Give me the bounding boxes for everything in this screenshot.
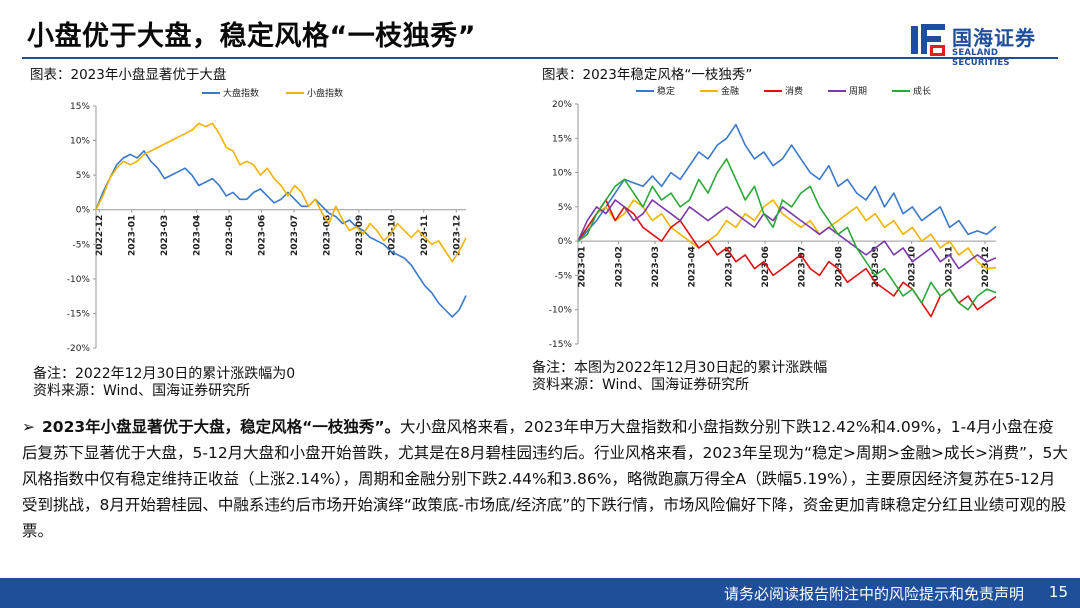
legend-label: 金融 xyxy=(721,85,739,97)
logo-cn-text: 国海证券 xyxy=(952,22,1036,51)
x-tick-label: 2023-01 xyxy=(578,246,588,287)
x-tick-label: 2023-12 xyxy=(452,215,462,256)
brand-logo: 国海证券 SEALAND SECURITIES xyxy=(908,20,1058,60)
legend-label: 小盘指数 xyxy=(307,87,343,99)
x-tick-label: 2023-10 xyxy=(908,246,918,287)
legend-label: 消费 xyxy=(785,85,803,97)
page-title: 小盘优于大盘，稳定风格“一枝独秀” xyxy=(27,14,476,53)
x-tick-label: 2023-07 xyxy=(290,215,300,256)
x-tick-label: 2023-05 xyxy=(225,215,235,256)
x-tick-label: 2023-01 xyxy=(128,215,138,256)
series-line-大盘指数 xyxy=(96,151,466,317)
x-tick-label: 2023-06 xyxy=(761,246,771,287)
x-tick-label: 2023-11 xyxy=(420,215,430,256)
x-tick-label: 2023-02 xyxy=(614,246,624,287)
y-tick-label: 15% xyxy=(552,134,572,144)
x-tick-label: 2023-09 xyxy=(871,246,881,287)
footer-disclaimer: 请务必阅读报告附注中的风险提示和免责声明 xyxy=(724,583,1024,604)
left-chart-note: 备注：2022年12月30日的累计涨跌幅为0 xyxy=(33,366,295,383)
right-chart-caption: 图表：2023年稳定风格“一枝独秀” xyxy=(542,63,752,83)
footer-bar: 请务必阅读报告附注中的风险提示和免责声明 15 xyxy=(0,578,1080,608)
y-tick-label: -10% xyxy=(67,275,91,285)
x-tick-label: 2022-12 xyxy=(95,215,105,256)
y-tick-label: -20% xyxy=(67,344,91,354)
summary-text: 大小盘风格来看，2023年申万大盘指数和小盘指数分别下跌12.42%和4.09%… xyxy=(22,418,1068,540)
y-tick-label: -15% xyxy=(67,309,91,319)
y-tick-label: 5% xyxy=(558,203,573,213)
x-tick-label: 2023-09 xyxy=(355,215,365,256)
series-line-成长 xyxy=(578,159,996,310)
y-tick-label: 10% xyxy=(552,169,572,179)
y-tick-label: -10% xyxy=(549,306,573,316)
x-tick-label: 2023-03 xyxy=(160,215,170,256)
x-tick-label: 2023-07 xyxy=(798,246,808,287)
y-tick-label: -5% xyxy=(554,271,572,281)
title-rule xyxy=(22,57,1058,59)
x-tick-label: 2023-03 xyxy=(651,246,661,287)
x-tick-label: 2023-06 xyxy=(258,215,268,256)
y-tick-label: 20% xyxy=(552,100,572,110)
series-line-小盘指数 xyxy=(96,123,466,261)
right-line-chart: 20% 15% 10% 5% 0% -5% -10% -15% 2023-01 2023-02 20… xyxy=(530,82,1050,352)
summary-lead: 2023年小盘显著优于大盘，稳定风格“一枝独秀”。 xyxy=(42,418,400,436)
y-tick-label: 0% xyxy=(558,237,573,247)
x-tick-label: 2023-04 xyxy=(688,246,698,287)
right-chart-source: 资料来源：Wind、国海证券研究所 xyxy=(532,377,749,394)
x-tick-label: 2023-12 xyxy=(981,246,991,287)
legend-label: 成长 xyxy=(913,85,931,97)
page-number: 15 xyxy=(1049,583,1068,601)
x-tick-label: 2023-11 xyxy=(944,246,954,287)
arrow-bullet-icon: ➢ xyxy=(22,414,42,440)
left-chart-source: 资料来源：Wind、国海证券研究所 xyxy=(33,383,250,400)
left-line-chart: 15% 10% 5% 0% -5% -10% -15% -20% 2022-12 2023-01 2… xyxy=(30,82,500,362)
y-tick-label: 10% xyxy=(70,137,90,147)
y-tick-label: 15% xyxy=(70,102,90,112)
sealand-logo-icon xyxy=(908,20,948,60)
left-chart-caption: 图表：2023年小盘显著优于大盘 xyxy=(30,63,226,83)
right-chart-note: 备注：本图为2022年12月30日起的累计涨跌幅 xyxy=(532,360,827,377)
y-tick-label: 5% xyxy=(76,171,91,181)
legend-label: 稳定 xyxy=(657,85,675,97)
y-tick-label: 0% xyxy=(76,206,91,216)
summary-paragraph: ➢ 2023年小盘显著优于大盘，稳定风格“一枝独秀”。大小盘风格来看，2023年申… xyxy=(22,414,1068,544)
y-tick-label: -5% xyxy=(72,240,90,250)
y-tick-label: -15% xyxy=(549,340,573,350)
legend-label: 大盘指数 xyxy=(223,87,259,99)
x-tick-label: 2023-04 xyxy=(193,215,203,256)
legend-label: 周期 xyxy=(849,86,867,97)
series-line-周期 xyxy=(578,200,996,269)
